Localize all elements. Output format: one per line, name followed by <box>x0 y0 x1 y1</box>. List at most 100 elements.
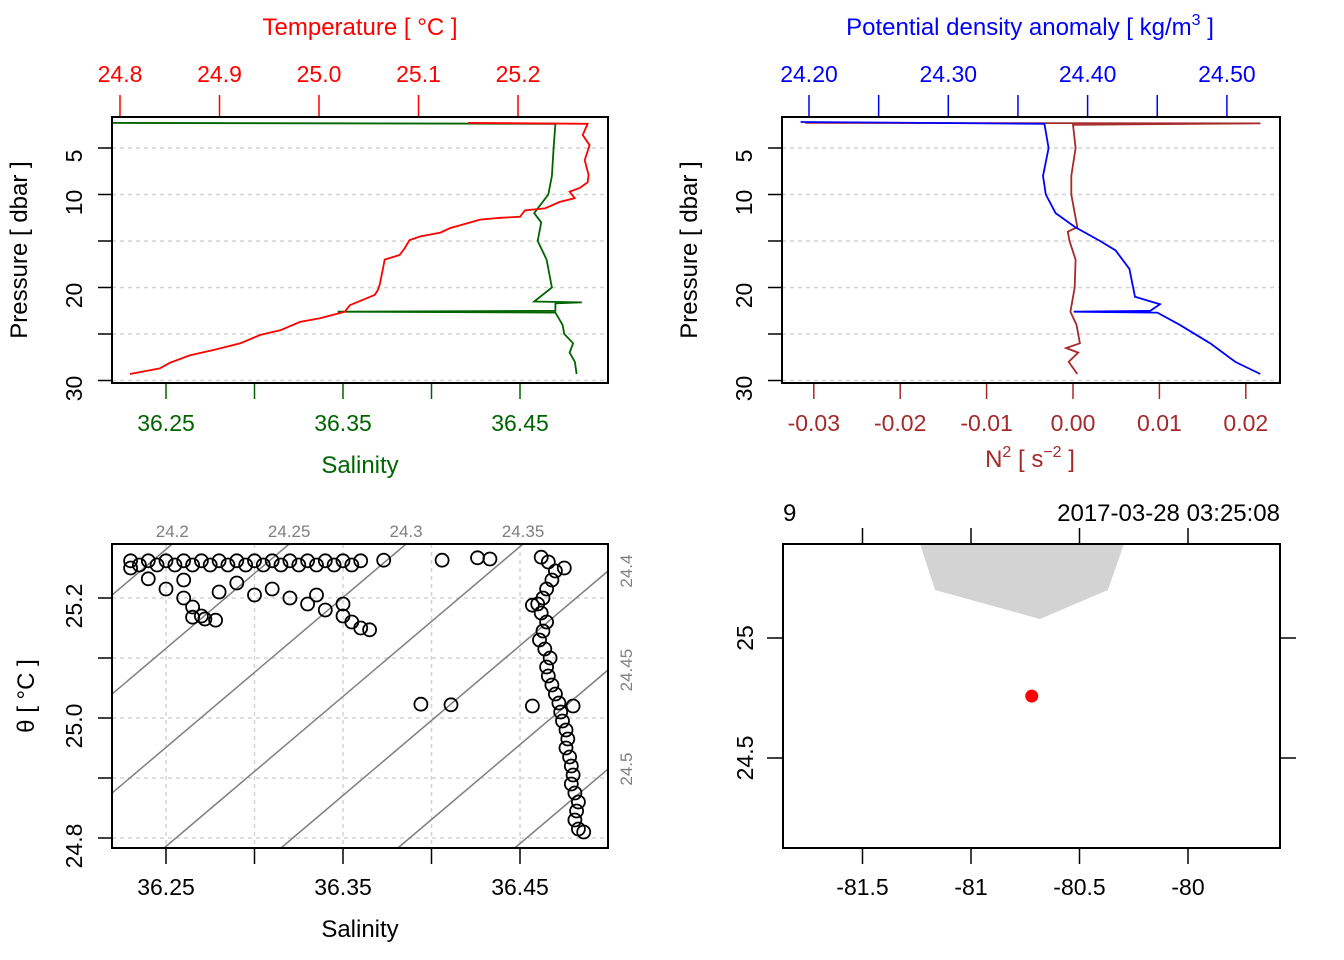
ts-point <box>525 698 540 714</box>
ts-point <box>149 557 165 573</box>
title-part: Potential density anomaly [ kg/m <box>846 14 1192 41</box>
ts-point <box>565 698 581 714</box>
top-tick-label: 25.1 <box>396 61 441 87</box>
ts-point <box>300 596 316 612</box>
ts-point <box>309 587 324 603</box>
ts-point <box>525 597 540 613</box>
station-marker <box>1025 689 1039 703</box>
salinity-axis-title: Salinity <box>321 916 398 943</box>
isopycnal-line <box>280 570 609 849</box>
title-part: ] <box>1062 446 1075 473</box>
ts-point <box>482 551 498 567</box>
isopycnal-label: 24.5 <box>617 753 636 786</box>
ts-point <box>255 557 271 573</box>
bottom-tick-label: 36.35 <box>314 410 372 436</box>
ts-point <box>413 696 429 712</box>
ts-point <box>567 812 583 828</box>
ts-point <box>185 609 201 625</box>
theta-tick-label: 25.2 <box>61 584 87 629</box>
map-frame <box>782 543 1281 849</box>
ts-point <box>434 552 450 568</box>
ts-point <box>123 560 139 576</box>
ts-point <box>344 557 360 573</box>
isopycnal-label: 24.2 <box>156 522 189 541</box>
latitude-tick-label: 24.5 <box>732 736 758 781</box>
ts-point <box>208 612 224 628</box>
isopycnal-line <box>163 543 524 849</box>
ts-point <box>176 572 192 588</box>
ts-point <box>185 557 201 573</box>
top-tick-label: 24.9 <box>197 61 242 87</box>
top-tick-label: 25.0 <box>297 61 342 87</box>
salinity-tick-label: 36.45 <box>491 874 549 900</box>
ts-point <box>211 584 227 600</box>
ts-point <box>238 557 254 573</box>
salinity-profile-line <box>112 122 582 375</box>
bottom-tick-label: 0.00 <box>1051 410 1096 436</box>
ts-point <box>131 557 147 573</box>
ts-point <box>335 553 351 569</box>
ts-point <box>193 553 209 569</box>
station-datetime: 2017-03-28 03:25:08 <box>1057 500 1280 527</box>
ts-point <box>535 623 551 639</box>
superscript: −2 <box>1043 444 1061 461</box>
ts-point <box>158 553 174 569</box>
ts-point <box>376 552 392 568</box>
ts-point <box>229 553 245 569</box>
superscript: 2 <box>1002 444 1011 461</box>
ts-point <box>202 557 218 573</box>
bottom-tick-label: 0.02 <box>1223 410 1268 436</box>
longitude-tick-label: -81.5 <box>836 874 888 900</box>
ts-point <box>317 553 333 569</box>
n2-profile-line <box>805 122 1261 375</box>
top-tick-label: 24.20 <box>780 61 838 87</box>
salinity-tick-label: 36.25 <box>137 874 195 900</box>
ts-point <box>353 553 369 569</box>
isopycnal-line <box>111 543 407 794</box>
pressure-tick-label: 10 <box>61 190 87 216</box>
ts-point <box>220 557 236 573</box>
ts-point <box>558 740 574 756</box>
ts-point <box>539 659 554 675</box>
ts-point <box>167 557 183 573</box>
ts-point <box>185 599 201 615</box>
theta-tick-label: 24.8 <box>61 824 87 869</box>
pressure-tick-label: 5 <box>731 150 757 163</box>
isopycnal-label: 24.35 <box>502 522 545 541</box>
top-tick-label: 24.30 <box>920 61 978 87</box>
ts-point <box>539 581 554 597</box>
ts-point <box>530 596 546 612</box>
superscript: 3 <box>1192 12 1201 29</box>
pressure-tick-label: 30 <box>61 376 87 402</box>
ts-point <box>548 563 563 579</box>
top-tick-label: 24.8 <box>98 61 143 87</box>
station-label: 9 <box>783 500 796 527</box>
ts-point <box>553 704 569 720</box>
plot-frame <box>111 116 609 384</box>
ts-point <box>291 557 307 573</box>
longitude-tick-label: -80.5 <box>1053 874 1105 900</box>
top-tick-label: 24.50 <box>1198 61 1256 87</box>
pressure-axis-title: Pressure [ dbar ] <box>676 161 703 338</box>
pressure-axis-title: Pressure [ dbar ] <box>6 161 33 338</box>
ts-point <box>282 590 298 606</box>
bottom-tick-label: -0.02 <box>874 410 926 436</box>
ts-point <box>282 553 298 569</box>
ts-point <box>555 713 570 729</box>
ts-point <box>264 581 280 597</box>
pressure-tick-label: 10 <box>731 190 757 216</box>
ts-point <box>540 668 556 684</box>
ts-point <box>565 767 581 783</box>
bottom-tick-label: -0.01 <box>960 410 1012 436</box>
ts-point <box>273 557 289 573</box>
ts-point <box>193 608 209 624</box>
n2-axis-title: N2 [ s−2 ] <box>985 444 1075 473</box>
temperature-profile-line <box>129 122 591 375</box>
isopycnal-label: 24.4 <box>617 555 636 588</box>
ts-point <box>443 697 459 713</box>
density-axis-title: Potential density anomaly [ kg/m3 ] <box>846 12 1214 41</box>
salinity-axis-title: Salinity <box>321 452 398 479</box>
isopycnal-line <box>111 543 173 596</box>
